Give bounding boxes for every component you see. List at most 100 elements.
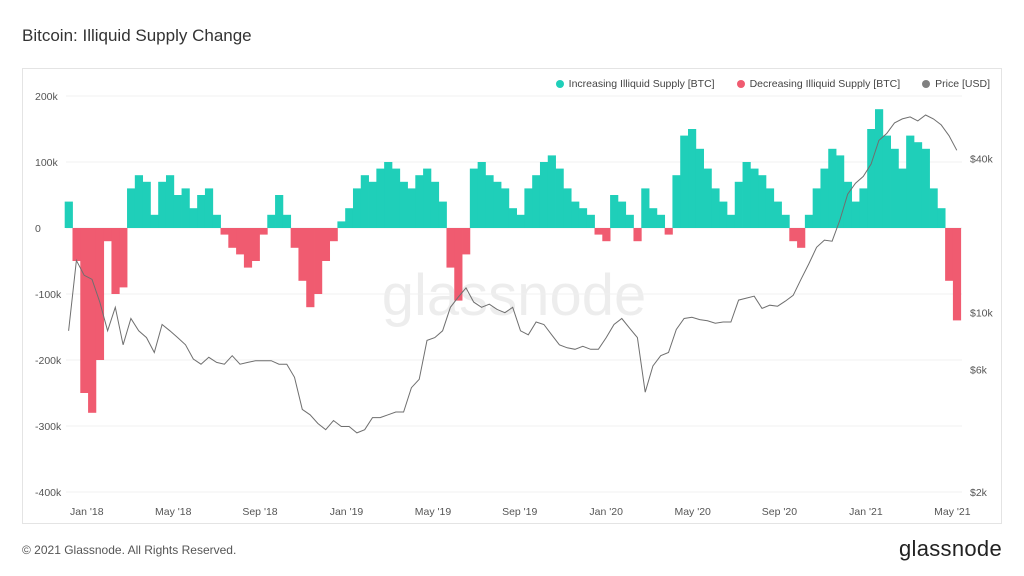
supply-bar-111 [929, 188, 938, 228]
supply-bar-102 [859, 188, 868, 228]
supply-bar-28 [282, 214, 292, 228]
chart-grid [66, 95, 962, 493]
y2-tick-label-0: $40k [970, 153, 994, 165]
supply-bar-59 [524, 188, 533, 228]
supply-bar-53 [477, 162, 486, 228]
supply-bar-106 [890, 148, 899, 228]
supply-bar-65 [571, 201, 580, 228]
supply-bar-73 [633, 228, 642, 242]
supply-bar-78 [672, 175, 681, 228]
y-axis-right: $40k $10k $6k $2k [970, 153, 994, 499]
x-tick-label-5: Sep '19 [502, 506, 537, 518]
supply-bar-1 [72, 228, 81, 261]
x-tick-label-1: May '18 [155, 506, 192, 518]
footer-copyright: © 2021 Glassnode. All Rights Reserved. [22, 543, 237, 557]
x-tick-label-7: May '20 [674, 506, 711, 518]
supply-bar-4 [95, 228, 105, 360]
supply-bar-101 [851, 201, 860, 228]
x-tick-label-10: May '21 [934, 506, 971, 518]
supply-bar-35 [337, 221, 346, 228]
supply-bar-29 [290, 228, 299, 248]
supply-bar-67 [586, 214, 595, 228]
supply-bar-72 [625, 214, 634, 228]
supply-bar-24 [251, 228, 260, 261]
supply-bar-109 [913, 142, 923, 228]
supply-bar-55 [493, 181, 502, 228]
y2-tick-label-3: $2k [970, 487, 988, 499]
supply-bar-61 [539, 162, 549, 228]
y-tick-label-3: -100k [35, 289, 62, 301]
supply-bar-47 [430, 181, 440, 228]
y-tick-label-6: -400k [35, 487, 62, 499]
x-tick-label-4: May '19 [415, 506, 452, 518]
supply-bar-64 [563, 188, 572, 228]
supply-bar-51 [462, 228, 471, 255]
supply-bar-57 [508, 208, 517, 228]
supply-bar-43 [399, 181, 408, 228]
supply-bar-91 [773, 201, 782, 228]
legend-item-increasing[interactable]: Increasing Illiquid Supply [BTC] [555, 78, 715, 90]
supply-bar-96 [812, 188, 821, 228]
supply-bar-56 [501, 188, 510, 228]
supply-bar-12 [158, 181, 167, 228]
supply-bar-50 [454, 228, 463, 301]
supply-bar-107 [898, 168, 907, 228]
supply-bar-34 [329, 228, 338, 242]
supply-bar-44 [407, 188, 416, 228]
supply-bar-70 [610, 195, 619, 228]
supply-bar-19 [212, 214, 221, 228]
supply-bar-30 [298, 228, 307, 281]
x-tick-label-6: Jan '20 [589, 506, 623, 518]
supply-bar-69 [602, 228, 611, 242]
supply-bar-46 [423, 168, 432, 228]
supply-bar-112 [937, 208, 946, 228]
x-tick-label-8: Sep '20 [762, 506, 797, 518]
supply-bar-14 [173, 195, 182, 228]
supply-bar-49 [446, 228, 455, 268]
y-axis-left: 200k 100k 0 -100k -200k -300k -400k [35, 91, 62, 499]
supply-bar-54 [485, 175, 494, 228]
supply-bar-103 [867, 129, 876, 228]
y-tick-label-2: 0 [35, 223, 41, 235]
supply-bar-8 [127, 188, 136, 228]
supply-bar-86 [734, 181, 743, 228]
supply-bar-110 [921, 148, 930, 228]
supply-bar-7 [119, 228, 128, 288]
legend-label-price: Price [USD] [935, 78, 990, 90]
supply-bar-60 [532, 175, 541, 228]
supply-bar-36 [345, 208, 354, 228]
supply-bar-68 [594, 228, 603, 235]
supply-bar-6 [111, 228, 120, 294]
supply-bar-97 [820, 168, 829, 228]
chart-legend: Increasing Illiquid Supply [BTC] Decreas… [555, 78, 990, 90]
supply-bar-10 [142, 181, 151, 228]
supply-bar-21 [228, 228, 237, 248]
supply-bar-62 [547, 155, 556, 228]
legend-label-decreasing: Decreasing Illiquid Supply [BTC] [749, 78, 901, 90]
supply-bar-27 [275, 195, 284, 228]
supply-bar-100 [843, 181, 853, 228]
supply-bar-98 [828, 148, 837, 228]
supply-bar-17 [197, 195, 206, 228]
supply-bar-3 [88, 228, 97, 413]
supply-bar-9 [134, 175, 144, 228]
supply-bar-74 [641, 188, 650, 228]
supply-bar-87 [742, 162, 751, 228]
chart-bars [64, 109, 962, 413]
supply-bar-66 [578, 208, 588, 228]
supply-bar-104 [874, 109, 884, 228]
supply-bar-93 [789, 228, 798, 242]
supply-bar-99 [836, 155, 845, 228]
legend-label-increasing: Increasing Illiquid Supply [BTC] [568, 78, 715, 90]
supply-bar-0 [64, 201, 73, 228]
supply-bar-90 [765, 188, 775, 228]
footer-logo[interactable]: glassnode [899, 536, 1002, 561]
legend-item-decreasing[interactable]: Decreasing Illiquid Supply [BTC] [736, 78, 901, 90]
supply-bar-45 [415, 175, 424, 228]
supply-bar-42 [391, 168, 401, 228]
legend-item-price[interactable]: Price [USD] [922, 78, 990, 90]
supply-bar-26 [267, 214, 276, 228]
supply-bar-31 [306, 228, 315, 308]
supply-bar-39 [368, 181, 377, 228]
